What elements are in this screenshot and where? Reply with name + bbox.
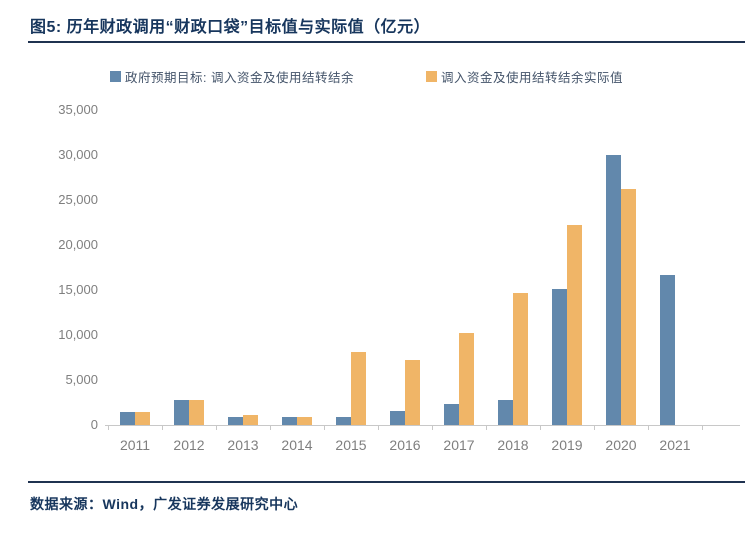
bar-2015-actual: [351, 352, 366, 425]
legend-item-actual: 调入资金及使用结转结余实际值: [425, 67, 623, 86]
x-axis-tick-mark: [324, 426, 325, 430]
bar-2019-actual: [567, 225, 582, 425]
bar-2013-target: [228, 417, 243, 425]
bar-2016-target: [390, 411, 405, 425]
x-axis-category-label: 2020: [605, 437, 637, 453]
bar-2012-target: [174, 400, 189, 425]
legend-swatch-target: [110, 71, 121, 82]
bar-2011-target: [120, 412, 135, 425]
y-axis-tick-label: 10,000: [58, 327, 98, 342]
bar-2017-actual: [459, 333, 474, 425]
y-axis-tick-label: 25,000: [58, 192, 98, 207]
title-divider: [28, 41, 745, 43]
x-axis-category-label: 2012: [173, 437, 205, 453]
x-axis-category-label: 2014: [281, 437, 313, 453]
bar-2016-actual: [405, 360, 420, 425]
x-axis-category-label: 2018: [497, 437, 529, 453]
bar-2012-actual: [189, 400, 204, 425]
x-axis-tick-mark: [540, 426, 541, 430]
legend-label-target: 政府预期目标: 调入资金及使用结转结余: [125, 71, 354, 85]
bar-2017-target: [444, 404, 459, 425]
data-source-note: 数据来源：Wind，广发证券发展研究中心: [30, 496, 299, 512]
x-axis-tick-mark: [486, 426, 487, 430]
bar-2018-actual: [513, 293, 528, 425]
bar-2020-actual: [621, 189, 636, 425]
x-axis-tick-mark: [378, 426, 379, 430]
legend-swatch-actual: [425, 71, 437, 82]
x-axis-category-label: 2016: [389, 437, 421, 453]
chart-legend: 政府预期目标: 调入资金及使用结转结余 调入资金及使用结转结余实际值: [110, 67, 623, 86]
x-axis-tick-mark: [270, 426, 271, 430]
x-axis-tick-mark: [702, 426, 703, 430]
y-axis-tick-label: 0: [90, 417, 98, 432]
x-axis-category-label: 2019: [551, 437, 583, 453]
x-axis-tick-mark: [594, 426, 595, 430]
y-axis-tick-label: 30,000: [58, 147, 98, 162]
bar-2014-actual: [297, 417, 312, 425]
x-axis-tick-mark: [432, 426, 433, 430]
x-axis-category-label: 2015: [335, 437, 367, 453]
y-axis-tick-label: 15,000: [58, 282, 98, 297]
bar-2013-actual: [243, 415, 258, 425]
bar-2018-target: [498, 400, 513, 425]
chart-title: 图5: 历年财政调用“财政口袋”目标值与实际值（亿元）: [30, 19, 431, 36]
x-axis-tick-mark: [108, 426, 109, 430]
x-axis-category-label: 2017: [443, 437, 475, 453]
bar-2011-actual: [135, 412, 150, 425]
bar-2020-target: [606, 155, 621, 425]
x-axis-tick-mark: [648, 426, 649, 430]
x-axis-category-label: 2013: [227, 437, 259, 453]
y-axis-tick-label: 20,000: [58, 237, 98, 252]
x-axis-line: [105, 425, 740, 426]
x-axis-tick-mark: [162, 426, 163, 430]
bar-2019-target: [552, 289, 567, 425]
x-axis-tick-mark: [216, 426, 217, 430]
x-axis-category-label: 2011: [119, 437, 151, 453]
bar-2021-target: [660, 275, 675, 425]
x-axis-category-label: 2021: [659, 437, 691, 453]
legend-item-target: 政府预期目标: 调入资金及使用结转结余: [110, 67, 354, 86]
bar-2014-target: [282, 417, 297, 425]
y-axis-tick-label: 5,000: [65, 372, 98, 387]
bar-2015-target: [336, 417, 351, 425]
footer-divider: [28, 481, 745, 483]
legend-label-actual: 调入资金及使用结转结余实际值: [440, 71, 623, 85]
y-axis-tick-label: 35,000: [58, 102, 98, 117]
